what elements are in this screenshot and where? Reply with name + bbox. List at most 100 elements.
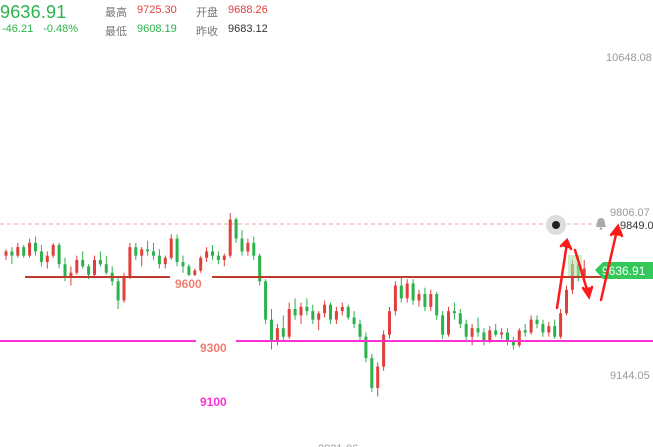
candle-body [517, 330, 521, 346]
candle-body [559, 313, 563, 337]
level-9300-text: 9300 [200, 341, 227, 355]
candle-body [134, 247, 138, 256]
candle-body [116, 281, 120, 301]
candle-body [146, 249, 150, 252]
candle-body [305, 306, 309, 312]
candle-body [87, 266, 91, 275]
candle-body [393, 285, 397, 312]
candle-body [63, 264, 67, 277]
candle-body [181, 262, 185, 267]
candle-body [553, 326, 557, 337]
axis-bottom-label: 9144.05 [610, 370, 650, 382]
candle-body [388, 311, 391, 335]
candle-body [16, 247, 20, 256]
open-value: 9688.26 [228, 4, 268, 16]
alert-price-tag[interactable]: 9849.09 [620, 220, 653, 232]
candle-body [429, 294, 433, 307]
candle-body [81, 259, 85, 267]
candle-body [506, 332, 509, 341]
candle-body [500, 332, 504, 335]
candle-body [258, 255, 262, 282]
candle-body [364, 336, 368, 359]
low-label: 最低 [105, 26, 127, 38]
candle-body [399, 285, 403, 299]
candle-body [352, 317, 356, 324]
candle-body [405, 283, 409, 299]
candle-body [193, 270, 197, 275]
high-value: 9725.30 [137, 4, 177, 16]
candle-body [441, 315, 445, 335]
level-label-9300: 9300 [196, 340, 236, 356]
candle-body [270, 319, 273, 341]
candle-body [34, 242, 37, 252]
level-9600-text: 9600 [175, 277, 202, 291]
change-value: -46.21 [2, 23, 34, 35]
candle-body [169, 238, 173, 258]
red-arrow-annotations [555, 223, 624, 310]
candle-body [541, 323, 545, 333]
candle-body [411, 283, 415, 301]
prev-close-label: 昨收 [196, 26, 218, 38]
candle-body [57, 245, 61, 265]
high-label: 最高 [105, 7, 127, 19]
crosshair-marker[interactable] [546, 215, 566, 235]
price-change: -46.21 -0.48% [2, 23, 88, 35]
candle-body [281, 328, 285, 337]
current-price-tag[interactable]: 9636.91 [595, 262, 653, 279]
candle-body [28, 242, 32, 256]
candle-body [382, 334, 386, 367]
candle-body [287, 309, 291, 337]
candle-body [435, 294, 439, 316]
candle-body [488, 330, 492, 341]
candle-body [565, 289, 568, 314]
candle-body [452, 311, 456, 314]
candle-body [228, 219, 232, 256]
candle-body [329, 304, 332, 320]
candle-body [140, 249, 144, 256]
candle-body [323, 304, 327, 314]
quote-header: 9636.91 -46.21 -0.48% 最高 9725.30 开盘 9688.… [0, 0, 653, 40]
candle-body [45, 255, 49, 263]
candle-body [447, 311, 450, 335]
candle-body [358, 323, 362, 337]
candle-body [10, 251, 14, 256]
candle-body [346, 306, 350, 318]
low-value: 9608.19 [137, 23, 177, 35]
candle-body [205, 251, 209, 258]
candle-body [476, 328, 480, 333]
bell-alert-icon[interactable] [596, 218, 606, 230]
candle-body [152, 251, 155, 256]
candle-body [299, 306, 303, 316]
candle-body [458, 313, 462, 324]
candle-body [275, 328, 279, 341]
candle-body [234, 219, 238, 239]
candle-body [252, 242, 256, 256]
candle-body [582, 268, 586, 277]
candle-body [317, 313, 321, 320]
candle-body [482, 332, 486, 341]
candle-body [93, 259, 96, 275]
candle-body [470, 328, 474, 337]
candle-body [104, 264, 108, 273]
candle-body [376, 366, 380, 388]
level-9100-text: 9100 [200, 395, 227, 409]
candle-body [523, 330, 527, 333]
candle-body [511, 341, 515, 346]
current-price-text: 9636.91 [602, 264, 646, 278]
candle-body [417, 294, 421, 301]
candle-body [293, 309, 297, 316]
change-percent: -0.48% [43, 23, 79, 35]
candle-body [75, 259, 79, 273]
candle-body [175, 238, 179, 263]
last-price: 9636.91 [0, 2, 67, 22]
axis-top-label: 10648.08 [606, 52, 652, 64]
candle-body [4, 251, 8, 256]
candle-body [187, 266, 191, 275]
candle-body [494, 330, 498, 335]
candle-body [39, 251, 43, 263]
candle-body [334, 311, 338, 320]
candle-body [370, 358, 374, 388]
candle-body [122, 277, 126, 301]
candle-body [199, 257, 203, 271]
